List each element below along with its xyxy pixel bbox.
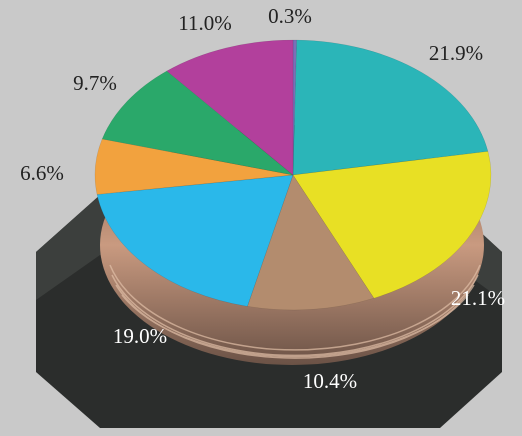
pie-slice [101, 70, 294, 176]
pie-slice [292, 39, 297, 176]
value-label: 6.6% [20, 161, 64, 185]
value-label: 0.3% [268, 4, 312, 28]
pie-slice [292, 39, 489, 176]
value-label: 9.7% [73, 71, 117, 95]
value-label: 11.0% [178, 11, 231, 35]
value-label: 19.0% [113, 324, 167, 348]
pie-slice [96, 174, 294, 307]
value-label: 21.1% [451, 286, 505, 310]
pie-slice [166, 39, 294, 176]
pie-slice [292, 151, 492, 299]
value-label: 21.9% [429, 41, 483, 65]
pie [94, 39, 492, 311]
pie-slice [94, 138, 294, 195]
value-label: 10.4% [303, 369, 357, 393]
coil-windings [109, 264, 481, 359]
value-labels: 0.3% 21.9% 21.1% 10.4% 19.0% 6.6% 9.7% 11.0% [20, 4, 505, 393]
pie-slice [247, 174, 375, 311]
